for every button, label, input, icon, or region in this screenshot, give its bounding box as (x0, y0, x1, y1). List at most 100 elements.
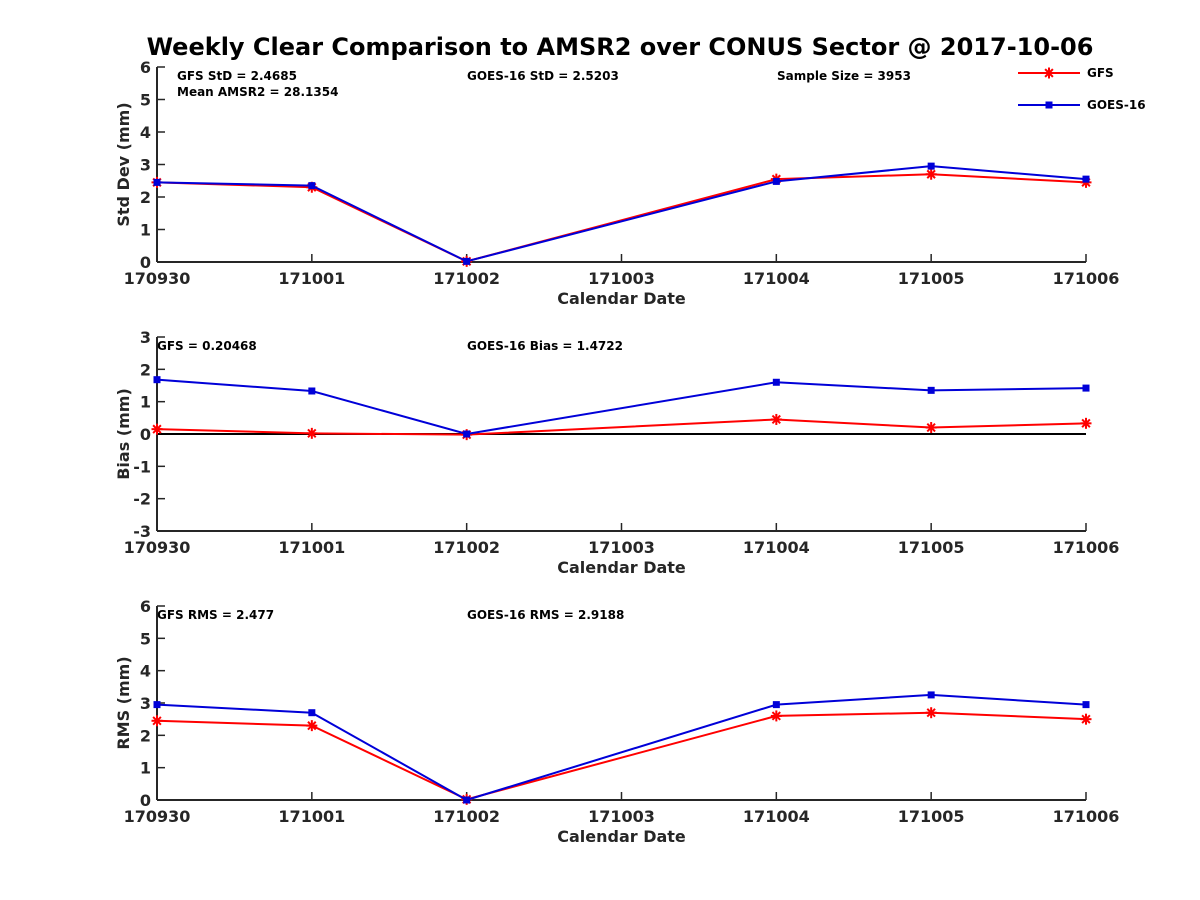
data-point-d2 (152, 716, 162, 726)
data-point (308, 709, 316, 717)
y-tick-label: -2 (133, 490, 151, 509)
legend-marker (1043, 67, 1055, 79)
data-point (772, 701, 780, 709)
y-tick-label: 1 (140, 221, 151, 240)
data-point (772, 378, 780, 386)
data-point-d2 (926, 708, 936, 718)
data-point (927, 691, 935, 699)
data-point (927, 162, 935, 170)
stat-annotation: Sample Size = 3953 (777, 69, 911, 83)
data-point (770, 413, 782, 425)
y-axis-label: Std Dev (mm) (114, 102, 133, 226)
x-tick-label: 170930 (124, 538, 191, 557)
series-line (156, 378, 1087, 436)
y-tick-label: 5 (140, 629, 151, 648)
series-line (156, 173, 1087, 263)
y-tick-label: 2 (140, 188, 151, 207)
y-tick-label: 2 (140, 360, 151, 379)
panel-2: -3 -2 -1 0 1 2 3 170930 171001 171002 171003 171004… (114, 328, 1119, 577)
legend-marker (1045, 101, 1053, 109)
y-axis-label: RMS (mm) (114, 656, 133, 749)
data-point (1080, 417, 1092, 429)
data-point (308, 387, 316, 395)
y-tick-label: 0 (140, 791, 151, 810)
data-point-d2 (307, 428, 317, 438)
x-axis-label: Calendar Date (557, 827, 686, 846)
series-line (156, 165, 1087, 263)
series-goes-16 (153, 376, 1090, 438)
y-tick-label: 4 (140, 123, 151, 142)
y-tick-label: 3 (140, 156, 151, 175)
x-tick-label: 171001 (278, 538, 345, 557)
panel-3: 0 1 2 3 4 5 6 170930 171001 171002 171003 171004 171… (114, 597, 1119, 846)
stat-annotation: GFS RMS = 2.477 (157, 608, 274, 622)
x-tick-label: 171003 (588, 538, 655, 557)
legend-label: GOES-16 (1087, 98, 1146, 112)
data-point (151, 423, 163, 435)
x-tick-label: 171004 (743, 807, 810, 826)
x-tick-label: 171006 (1053, 538, 1120, 557)
series-goes-16 (153, 691, 1090, 804)
x-axis-label: Calendar Date (557, 558, 686, 577)
series-line (156, 711, 1087, 801)
legend-item-goes-16: GOES-16 (1018, 98, 1146, 112)
y-tick-label: 6 (140, 58, 151, 77)
data-point (153, 376, 161, 384)
x-tick-label: 171006 (1053, 269, 1120, 288)
x-tick-label: 171002 (433, 807, 500, 826)
legend-label: GFS (1087, 66, 1114, 80)
data-point (1082, 701, 1090, 709)
legend-marker-d2 (1044, 68, 1054, 78)
series-gfs (151, 168, 1092, 267)
x-axis-label: Calendar Date (557, 289, 686, 308)
stat-annotation: GFS StD = 2.4685 (177, 69, 297, 83)
x-tick-label: 171005 (898, 538, 965, 557)
x-tick-label: 171003 (588, 807, 655, 826)
stat-annotation: GOES-16 StD = 2.5203 (467, 69, 619, 83)
data-point (925, 168, 937, 180)
y-tick-label: 0 (140, 253, 151, 272)
y-tick-label: 4 (140, 662, 151, 681)
data-point (927, 386, 935, 394)
data-point (463, 796, 471, 804)
series-gfs (151, 707, 1092, 805)
panels: 0 1 2 3 4 5 6 170930 171001 171002 171003 171004 171… (114, 58, 1119, 846)
data-point (306, 427, 318, 439)
data-point (306, 720, 318, 732)
data-point (153, 178, 161, 186)
y-tick-label: 3 (140, 328, 151, 347)
data-point (463, 257, 471, 265)
x-tick-label: 171004 (743, 269, 810, 288)
x-tick-label: 171001 (278, 269, 345, 288)
y-tick-label: 6 (140, 597, 151, 616)
data-point (925, 707, 937, 719)
x-tick-label: 170930 (124, 269, 191, 288)
data-point (1082, 384, 1090, 392)
data-point (153, 701, 161, 709)
y-tick-label: 5 (140, 91, 151, 110)
x-tick-label: 171005 (898, 269, 965, 288)
data-point (772, 177, 780, 185)
x-tick-label: 170930 (124, 807, 191, 826)
x-tick-label: 171003 (588, 269, 655, 288)
data-point-d2 (1081, 418, 1091, 428)
y-axis-label: Bias (mm) (114, 388, 133, 480)
y-tick-label: 0 (140, 425, 151, 444)
series-line (156, 693, 1087, 802)
x-tick-label: 171006 (1053, 807, 1120, 826)
panel-1: 0 1 2 3 4 5 6 170930 171001 171002 171003 171004 171… (114, 58, 1119, 308)
data-point (151, 715, 163, 727)
y-tick-label: 2 (140, 726, 151, 745)
stat-annotation: GOES-16 RMS = 2.9188 (467, 608, 624, 622)
x-tick-label: 171002 (433, 269, 500, 288)
data-point-d2 (771, 711, 781, 721)
data-point-d2 (1081, 714, 1091, 724)
data-point-d2 (307, 721, 317, 731)
data-point (1082, 175, 1090, 183)
legend-item-gfs: GFS (1018, 66, 1114, 80)
data-point (925, 422, 937, 434)
series-goes-16 (153, 162, 1090, 265)
data-point-d2 (926, 169, 936, 179)
stat-annotation: Mean AMSR2 = 28.1354 (177, 85, 338, 99)
